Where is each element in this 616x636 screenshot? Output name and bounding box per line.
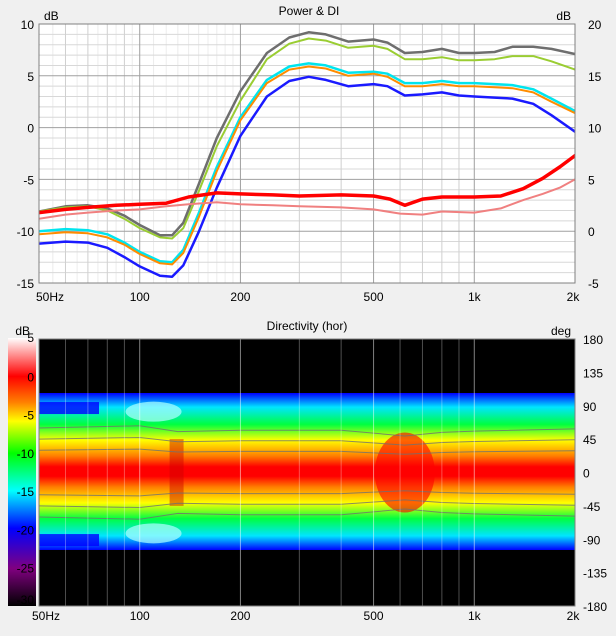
y-right-tick-label: 10 <box>588 122 602 136</box>
power-di-right-unit: dB <box>556 9 571 23</box>
contour-line <box>39 490 575 497</box>
deg-tick-label: 180 <box>583 333 603 347</box>
deg-tick-label: 90 <box>583 400 597 414</box>
series-line-5 <box>39 153 575 215</box>
deg-tick-label: -45 <box>583 500 601 514</box>
colorbar-tick-label: -30 <box>17 593 35 607</box>
deg-tick-label: -180 <box>583 600 607 614</box>
y-tick-label: -10 <box>17 225 35 239</box>
x-tick-label: 100 <box>130 609 150 623</box>
colorbar-tick-label: -20 <box>17 523 35 537</box>
x-tick-label: 1k <box>468 290 482 304</box>
x-tick-label: 100 <box>130 290 150 304</box>
x-tick-label: 200 <box>230 290 250 304</box>
deg-tick-label: 0 <box>583 467 590 481</box>
x-tick-label: 1k <box>468 609 482 623</box>
heat-shade <box>169 439 184 506</box>
series-line-3 <box>39 65 575 266</box>
colorbar-tick-label: -5 <box>23 409 34 423</box>
y-right-tick-label: 15 <box>588 70 602 84</box>
y-right-tick-label: 20 <box>588 18 602 32</box>
directivity-band-fill <box>39 393 575 550</box>
contour-line <box>39 448 575 455</box>
contour-line <box>39 499 575 509</box>
contour-line <box>39 508 575 520</box>
power-di-title: Power & DI <box>279 4 340 18</box>
power-di-left-unit: dB <box>44 9 59 23</box>
deg-tick-label: 135 <box>583 366 603 380</box>
directivity-title: Directivity (hor) <box>267 319 348 333</box>
deg-tick-label: -90 <box>583 533 601 547</box>
colorbar <box>8 338 36 606</box>
heat-shade <box>374 432 435 513</box>
y-tick-label: 5 <box>27 70 34 84</box>
x-tick-label: 2k <box>567 290 581 304</box>
series-line-2 <box>39 62 575 264</box>
y-tick-label: 10 <box>21 18 35 32</box>
series-line-0 <box>39 31 575 237</box>
x-tick-label: 50Hz <box>36 290 64 304</box>
y-tick-label: -15 <box>17 277 35 291</box>
heat-shade <box>125 523 182 544</box>
y-right-tick-label: 5 <box>588 173 595 187</box>
x-tick-label: 2k <box>567 609 581 623</box>
colorbar-tick-label: -15 <box>17 485 35 499</box>
directivity-right-unit: deg <box>551 324 571 338</box>
directivity-heatmap <box>39 393 575 550</box>
y-tick-label: -5 <box>23 173 34 187</box>
colorbar-tick-label: -10 <box>17 447 35 461</box>
deg-tick-label: -135 <box>583 567 607 581</box>
series-line-1 <box>39 37 575 240</box>
deg-tick-label: 45 <box>583 433 597 447</box>
heat-shade <box>39 534 99 547</box>
series-line-4 <box>39 75 575 279</box>
directivity-chart: 180 135 90 45 0 -45 -90 -135 -180 50Hz 100 200 500 1k… <box>8 319 607 623</box>
colorbar-tick-label: 5 <box>27 331 34 345</box>
colorbar-unit: dB <box>15 324 30 338</box>
series-line-6 <box>39 178 575 220</box>
y-right-tick-label: -5 <box>588 277 599 291</box>
colorbar-tick-label: 0 <box>27 370 34 384</box>
contour-line <box>39 436 575 446</box>
colorbar-tick-label: -25 <box>17 562 35 576</box>
y-right-tick-label: 0 <box>588 225 595 239</box>
x-tick-label: 200 <box>230 609 250 623</box>
contour-line <box>39 425 575 437</box>
y-tick-label: 0 <box>27 122 34 136</box>
x-tick-label: 500 <box>364 609 384 623</box>
x-tick-label: 500 <box>364 290 384 304</box>
x-tick-label: 50Hz <box>32 609 60 623</box>
heat-shade <box>125 401 182 422</box>
heat-shade <box>39 402 99 415</box>
